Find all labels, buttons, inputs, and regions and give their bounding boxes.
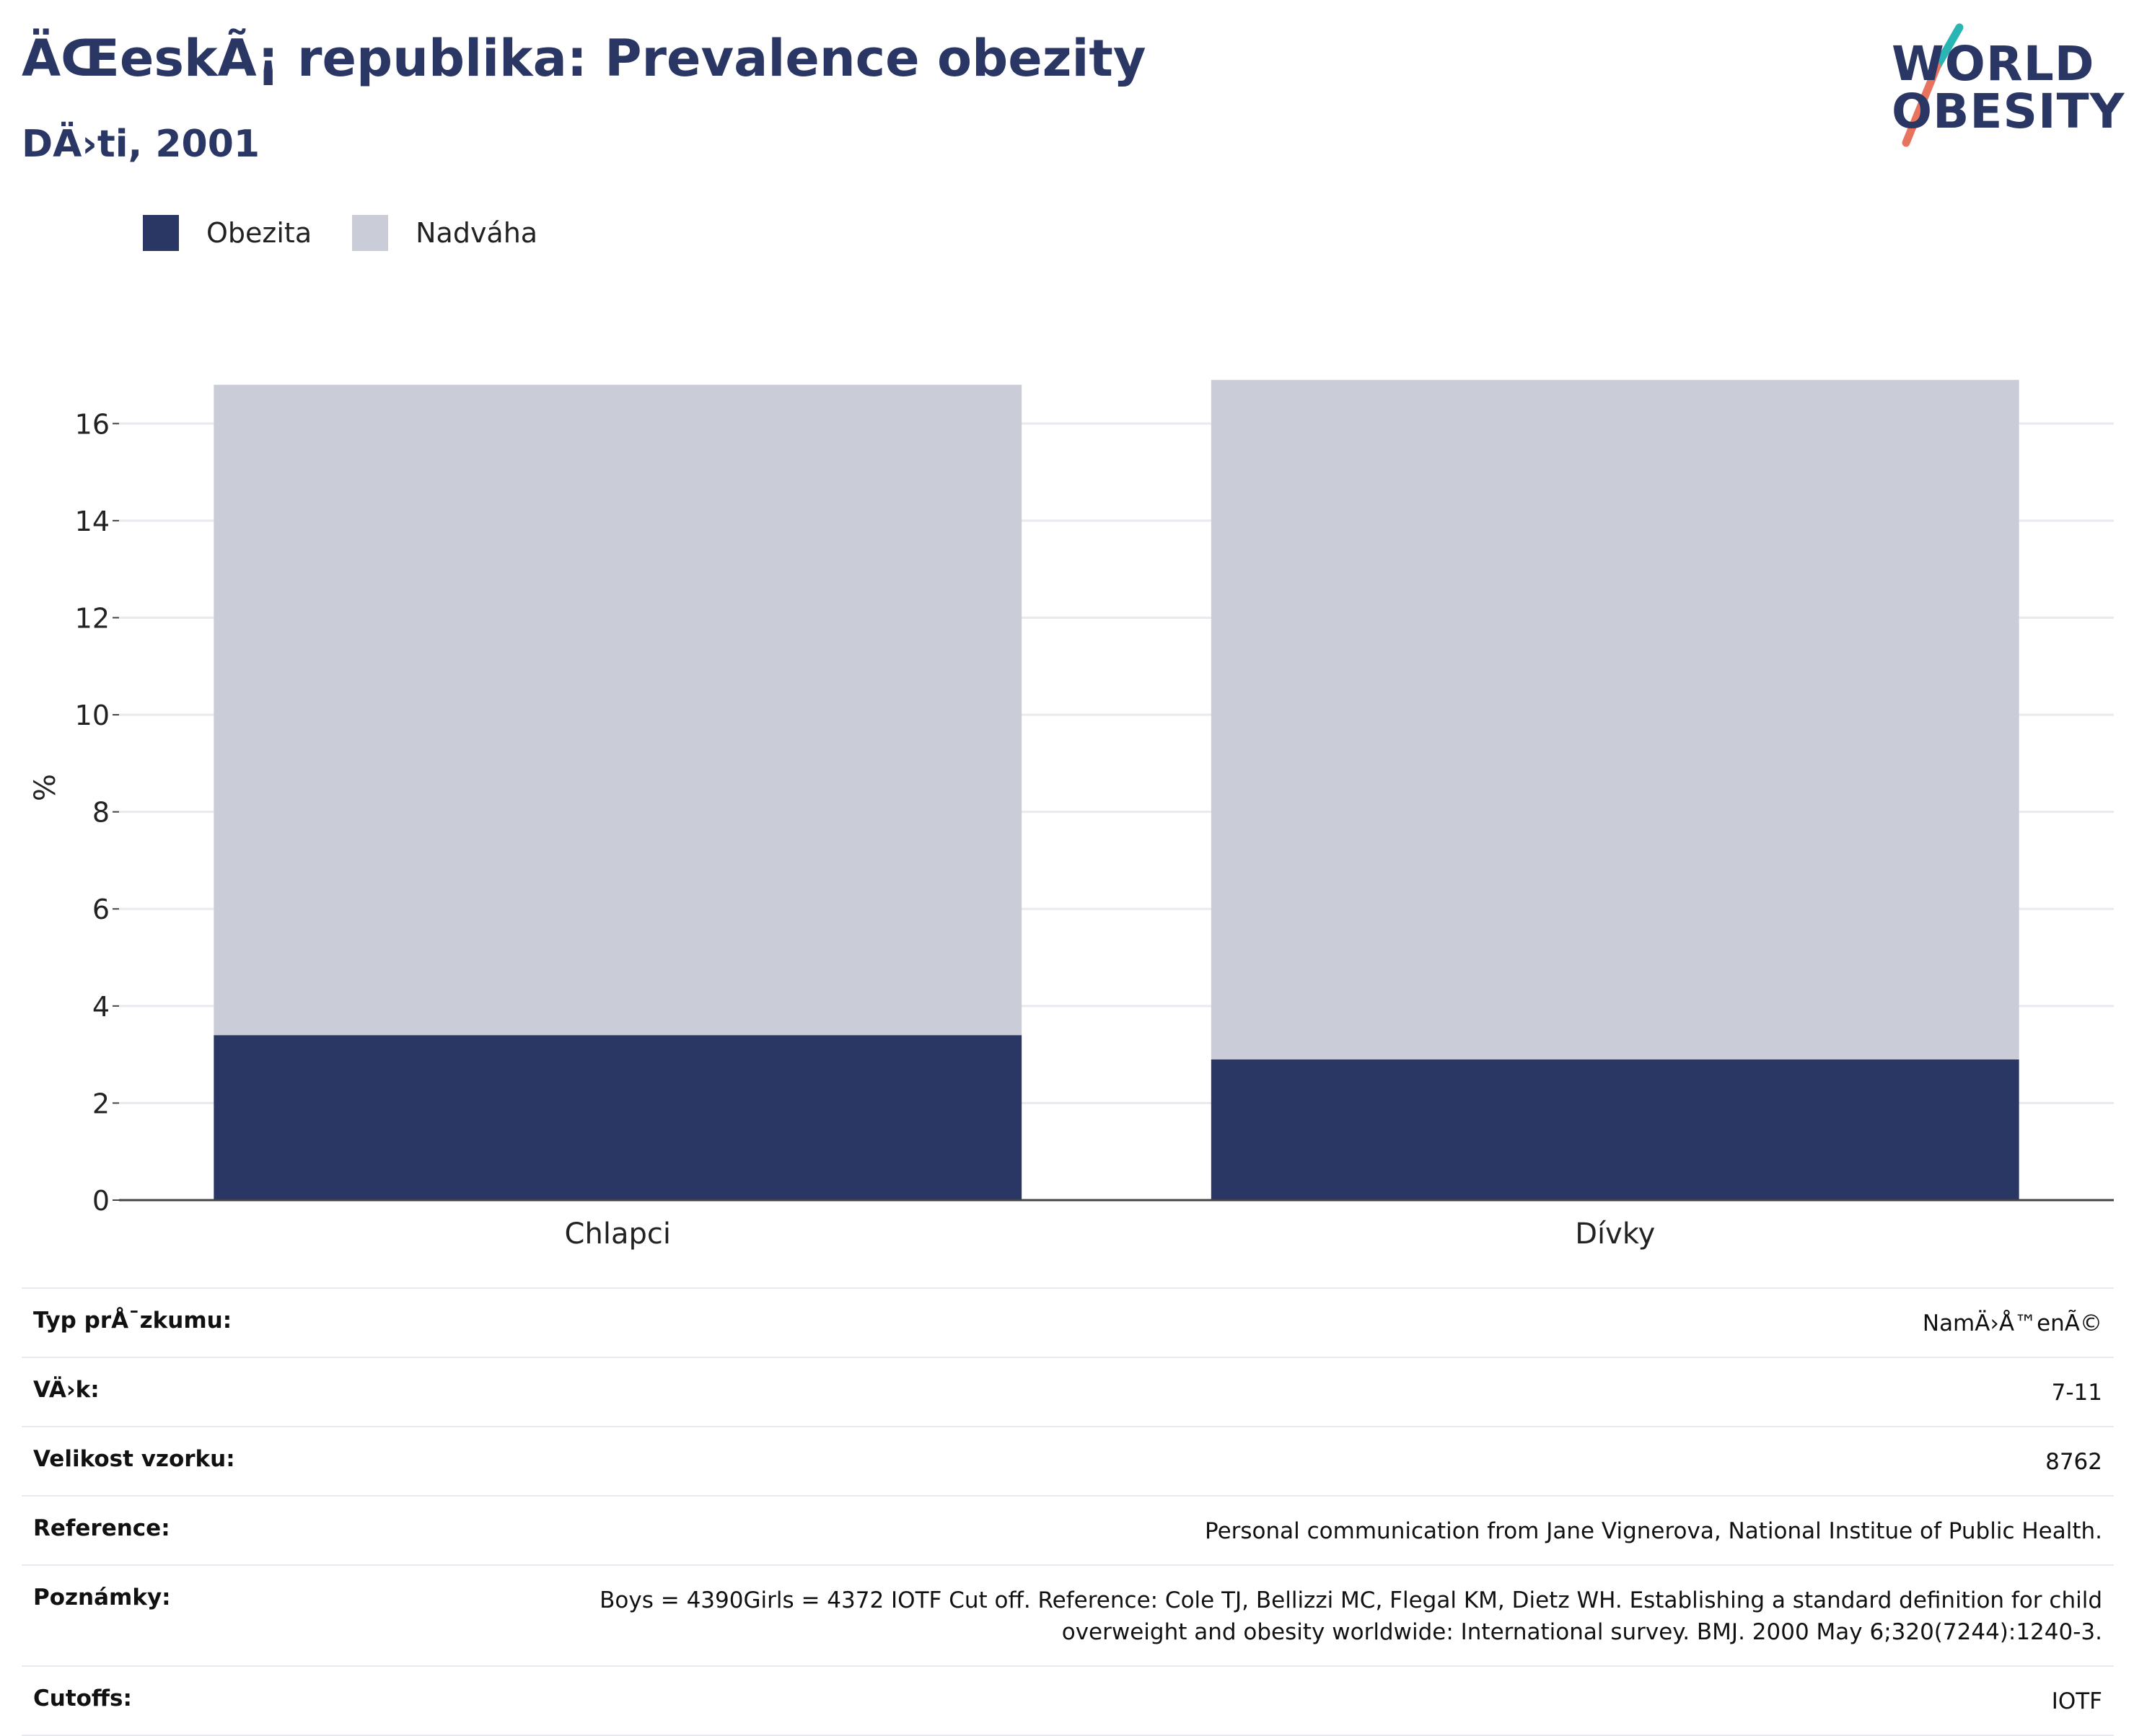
legend-swatch-obesity: [143, 215, 179, 251]
y-tick-label: 8: [92, 797, 110, 829]
info-label: Cutoffs:: [33, 1686, 132, 1711]
legend-label-overweight: Nadváha: [416, 217, 538, 249]
y-tick-label: 10: [75, 700, 110, 731]
x-tick-label: Dívky: [1575, 1217, 1655, 1251]
info-label: VÄ›k:: [33, 1377, 100, 1403]
legend-swatch-overweight: [352, 215, 389, 251]
info-value: IOTF: [2051, 1688, 2102, 1714]
world-obesity-logo: WORLD OBESITY: [1876, 22, 2124, 151]
info-row-survey-type: Typ prÅ¯zkumu: NamÄ›Å™enÃ©: [22, 1287, 2114, 1357]
y-tick-label: 12: [75, 602, 110, 634]
bar-overweight: [214, 384, 1022, 1036]
info-row-sample-size: Velikost vzorku: 8762: [22, 1426, 2114, 1495]
chart-subtitle: DÄ›ti, 2001: [22, 123, 260, 166]
legend-label-obesity: Obezita: [206, 217, 312, 249]
info-label: Poznámky:: [33, 1585, 171, 1611]
info-row-cutoffs: Cutoffs: IOTF: [22, 1665, 2114, 1736]
info-row-notes: Poznámky: Boys = 4390Girls = 4372 IOTF C…: [22, 1564, 2114, 1665]
info-label: Reference:: [33, 1515, 170, 1541]
logo-word-obesity: OBESITY: [1892, 84, 2125, 139]
chart-legend: Obezita Nadváha: [143, 215, 578, 251]
y-tick-label: 4: [92, 991, 110, 1023]
y-tick-label: 16: [75, 408, 110, 440]
info-row-reference: Reference: Personal communication from J…: [22, 1495, 2114, 1564]
info-value: 7-11: [2051, 1380, 2102, 1406]
info-value: Personal communication from Jane Vignero…: [1205, 1518, 2102, 1544]
y-tick-label: 6: [92, 894, 110, 925]
info-label: Velikost vzorku:: [33, 1446, 235, 1472]
legend-item-obesity: Obezita: [143, 215, 312, 251]
logo-word-world: WORLD: [1892, 36, 2095, 92]
stacked-bar-chart: 0 2 4 6 8 10 12 14 16% Chlapci Dívky: [29, 379, 2114, 1251]
info-value: 8762: [2045, 1449, 2102, 1475]
info-row-age: VÄ›k: 7-11: [22, 1357, 2114, 1426]
x-tick-label: Chlapci: [565, 1217, 671, 1251]
bar-obesity: [1211, 1059, 2019, 1200]
y-tick-label: 2: [92, 1088, 110, 1119]
logo-slash-icon: [1902, 23, 1964, 147]
y-tick-label: 14: [75, 506, 110, 537]
y-tick-label: 0: [92, 1185, 110, 1217]
info-value: NamÄ›Å™enÃ©: [1922, 1310, 2102, 1336]
bar-obesity: [214, 1035, 1022, 1200]
chart-title: ÄŒeskÃ¡ republika: Prevalence obezity: [22, 29, 1146, 88]
bar-overweight: [1211, 379, 2019, 1059]
y-axis-label: %: [29, 774, 62, 801]
info-label: Typ prÅ¯zkumu:: [33, 1308, 232, 1334]
info-value: Boys = 4390Girls = 4372 IOTF Cut off. Re…: [600, 1587, 2102, 1645]
legend-item-overweight: Nadváha: [352, 215, 537, 251]
info-table: Typ prÅ¯zkumu: NamÄ›Å™enÃ© VÄ›k: 7-11 Ve…: [22, 1287, 2114, 1736]
